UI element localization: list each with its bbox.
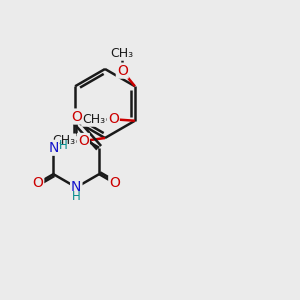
- Text: O: O: [108, 112, 119, 126]
- Text: N: N: [71, 180, 81, 194]
- Text: H: H: [58, 139, 68, 152]
- Text: O: O: [117, 64, 128, 78]
- Text: O: O: [71, 110, 82, 124]
- Text: CH₃: CH₃: [82, 113, 105, 126]
- Text: O: O: [78, 134, 89, 148]
- Text: O: O: [109, 176, 120, 190]
- Text: CH₃: CH₃: [111, 47, 134, 60]
- Text: H: H: [72, 190, 81, 203]
- Text: CH₃: CH₃: [52, 134, 76, 148]
- Text: O: O: [32, 176, 43, 190]
- Text: N: N: [48, 141, 59, 155]
